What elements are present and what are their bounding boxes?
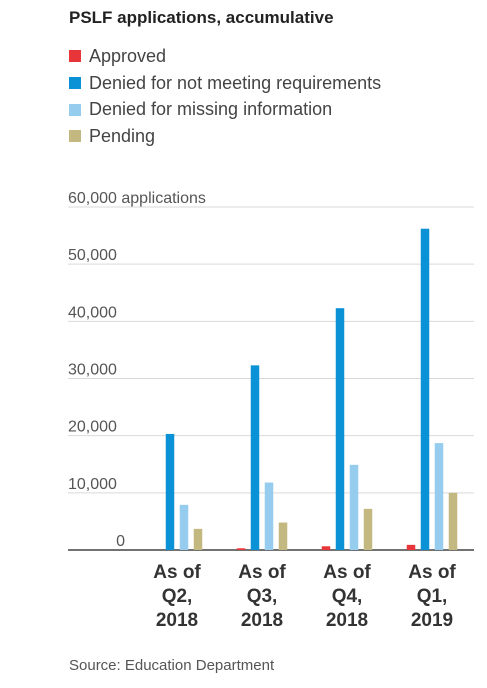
bar-denied-for-missing-information-3 [434, 443, 444, 550]
y-tick-label: 30,000 [68, 362, 117, 379]
bar-denied-for-missing-information-2 [349, 464, 359, 550]
bar-pending-2 [363, 508, 373, 550]
legend-swatch-pending [69, 130, 81, 143]
legend-swatch-denied-requirements [69, 77, 81, 90]
y-tick-label: 0 [116, 533, 125, 550]
legend-item-denied-missing: Denied for missing information [69, 96, 381, 123]
x-category-label: As of [408, 562, 456, 583]
y-tick-label: 50,000 [68, 247, 117, 264]
x-category-label: Q2, [162, 586, 193, 607]
x-category-label: 2018 [326, 610, 368, 631]
legend-swatch-denied-missing [69, 103, 81, 116]
chart-title: PSLF applications, accumulative [69, 8, 334, 27]
bar-denied-for-missing-information-1 [264, 482, 274, 550]
bar-denied-for-missing-information-0 [179, 504, 189, 550]
bar-denied-for-not-meeting-requirements-1 [250, 365, 260, 550]
source-note: Source: Education Department [69, 657, 275, 674]
legend-item-pending: Pending [69, 123, 381, 150]
x-category-label: Q1, [417, 586, 448, 607]
legend-item-approved: Approved [69, 43, 381, 70]
y-tick-label: 60,000 applications [68, 190, 206, 207]
legend-label-denied-missing: Denied for missing information [89, 99, 333, 120]
bar-approved-2 [321, 546, 331, 550]
x-category-label: 2019 [411, 610, 453, 631]
legend: Approved Denied for not meeting requirem… [69, 43, 381, 150]
x-category-label: As of [323, 562, 371, 583]
legend-swatch-approved [69, 50, 81, 63]
bar-chart: 0 10,000 20,000 30,000 40,000 50,000 60,000 ap… [68, 190, 474, 631]
y-tick-label: 10,000 [68, 476, 117, 493]
bar-pending-1 [278, 522, 288, 550]
legend-item-denied-requirements: Denied for not meeting requirements [69, 70, 381, 97]
bar-approved-3 [406, 544, 416, 550]
x-category-label: 2018 [156, 610, 198, 631]
x-category-label: As of [238, 562, 286, 583]
x-category-label: 2018 [241, 610, 283, 631]
y-tick-label: 20,000 [68, 419, 117, 436]
x-category-label: Q3, [247, 586, 278, 607]
legend-label-approved: Approved [89, 45, 167, 66]
y-tick-label: 40,000 [68, 304, 117, 321]
bar-denied-for-not-meeting-requirements-0 [165, 433, 175, 550]
bar-pending-3 [448, 492, 458, 550]
bar-denied-for-not-meeting-requirements-2 [335, 308, 345, 550]
bar-pending-0 [193, 528, 203, 550]
x-category-label: Q4, [332, 586, 363, 607]
x-category-label: As of [153, 562, 201, 583]
bar-denied-for-not-meeting-requirements-3 [420, 228, 430, 550]
legend-label-denied-requirements: Denied for not meeting requirements [89, 72, 382, 93]
legend-label-pending: Pending [89, 125, 156, 146]
bar-approved-1 [236, 548, 246, 550]
